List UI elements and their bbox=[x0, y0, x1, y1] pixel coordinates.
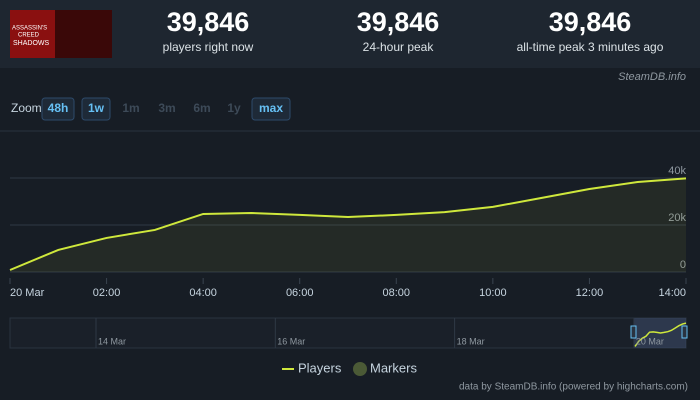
zoom-button-text[interactable]: 1w bbox=[88, 101, 105, 115]
header-bar bbox=[0, 0, 700, 68]
logo-art bbox=[55, 10, 112, 58]
zoom-button-text: 3m bbox=[158, 101, 175, 115]
zoom-button-text: 6m bbox=[193, 101, 210, 115]
logo-text: ASSASSIN'S bbox=[12, 26, 47, 32]
stat-value: 39,846 bbox=[549, 7, 632, 37]
zoom-button[interactable] bbox=[81, 97, 111, 121]
navigator-label: 20 Mar bbox=[636, 336, 664, 346]
area bbox=[10, 178, 686, 272]
zoom-button[interactable] bbox=[41, 97, 75, 121]
navigator-line bbox=[634, 322, 687, 347]
x-tick-label: 02:00 bbox=[93, 287, 121, 299]
zoom-label: Zoom bbox=[11, 101, 42, 115]
zoom-button-text[interactable]: max bbox=[259, 101, 283, 115]
y-tick-label: 40k bbox=[668, 165, 686, 177]
navigator-handle[interactable] bbox=[681, 325, 688, 339]
stat-label: all-time peak 3 minutes ago bbox=[517, 40, 664, 54]
zoom-button-text: 1m bbox=[122, 101, 139, 115]
logo-text: CREED bbox=[18, 33, 40, 39]
x-tick-label: 14:00 bbox=[658, 287, 686, 299]
stat-label: 24-hour peak bbox=[363, 40, 435, 54]
x-tick-label: 10:00 bbox=[479, 287, 507, 299]
logo-text: SHADOWS bbox=[13, 40, 50, 47]
stat-value: 39,846 bbox=[357, 7, 440, 37]
legend-marker bbox=[353, 362, 367, 376]
y-tick-label: 0 bbox=[680, 259, 686, 271]
x-tick-label: 08:00 bbox=[383, 287, 411, 299]
navigator-label: 18 Mar bbox=[457, 336, 485, 346]
zoom-button[interactable] bbox=[251, 97, 291, 121]
legend-text[interactable]: Players bbox=[298, 360, 342, 375]
x-tick-label: 06:00 bbox=[286, 287, 314, 299]
line bbox=[9, 177, 687, 271]
legend-text[interactable]: Markers bbox=[370, 360, 417, 375]
navigator-label: 16 Mar bbox=[277, 336, 305, 346]
x-tick-label: 04:00 bbox=[189, 287, 217, 299]
x-tick-label: 20 Mar bbox=[10, 287, 45, 299]
source[interactable]: SteamDB.info bbox=[618, 71, 686, 83]
navigator-handle[interactable] bbox=[630, 325, 637, 339]
stat-value: 39,846 bbox=[167, 7, 250, 37]
zoom-button-text: 1y bbox=[227, 101, 241, 115]
x-tick-label: 12:00 bbox=[576, 287, 604, 299]
navigator-label: 14 Mar bbox=[98, 336, 126, 346]
credit: data by SteamDB.info (powered by highcha… bbox=[459, 382, 688, 393]
stat-label: players right now bbox=[163, 40, 254, 54]
zoom-button-text[interactable]: 48h bbox=[48, 101, 69, 115]
y-tick-label: 20k bbox=[668, 212, 686, 224]
